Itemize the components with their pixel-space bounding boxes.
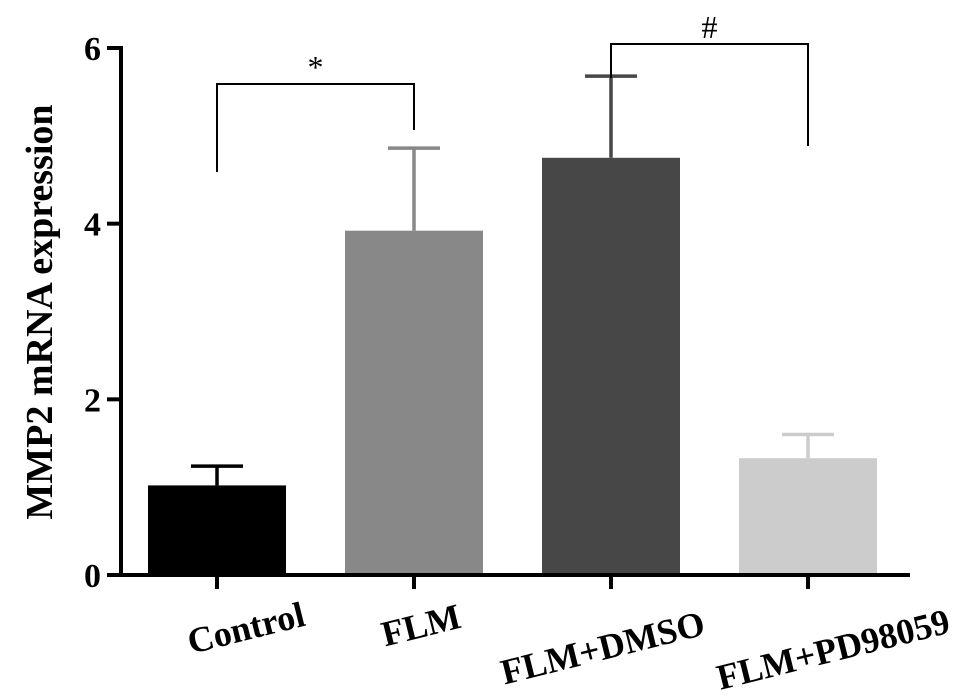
bar-3 xyxy=(542,157,680,575)
error-bar-4 xyxy=(782,432,834,459)
y-tick-label: 4 xyxy=(84,207,101,244)
error-bar-3 xyxy=(585,74,637,158)
error-bar-1 xyxy=(191,464,243,486)
x-category-label: FLM+PD98059 xyxy=(713,601,954,698)
bar-2 xyxy=(345,230,483,575)
y-tick-label: 0 xyxy=(84,558,101,595)
y-axis-ticks: 0 2 4 6 xyxy=(84,31,121,595)
y-axis-title: MMP2 mRNA expression xyxy=(19,104,61,519)
x-category-label: FLM+DMSO xyxy=(497,603,709,692)
y-tick-label: 6 xyxy=(84,31,101,68)
y-tick-label: 2 xyxy=(84,382,101,419)
bar-4 xyxy=(739,458,877,575)
x-category-label: FLM xyxy=(377,596,464,654)
x-category-label: Control xyxy=(183,594,308,662)
significance-label: * xyxy=(308,49,324,85)
error-bar-2 xyxy=(388,146,440,231)
significance-brackets: *# xyxy=(216,9,809,172)
x-axis-labels: Control FLM FLM+DMSO FLM+PD98059 xyxy=(183,594,953,698)
significance-bracket-1: * xyxy=(216,49,415,172)
bars xyxy=(148,157,877,575)
significance-bracket-2: # xyxy=(610,9,809,146)
bar-1 xyxy=(148,485,286,575)
error-bars xyxy=(191,74,834,486)
significance-label: # xyxy=(702,9,718,45)
axes xyxy=(119,46,910,589)
